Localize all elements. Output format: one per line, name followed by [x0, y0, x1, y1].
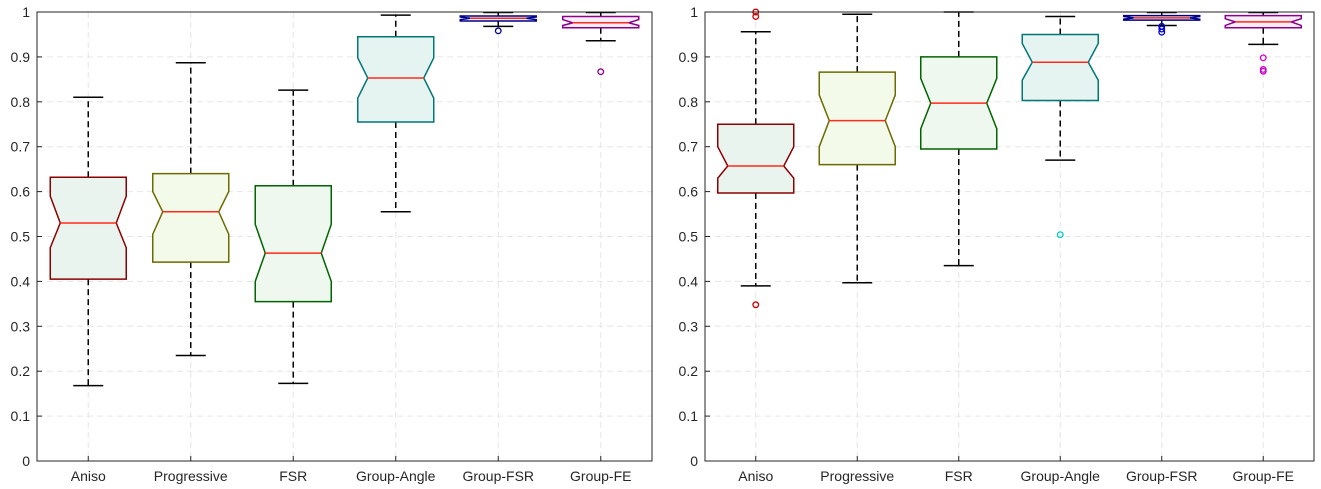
box-aniso: [49, 96, 127, 387]
x-tick-label: FSR: [945, 468, 973, 484]
box-progressive: [818, 13, 896, 284]
box-body: [1021, 33, 1099, 102]
outlier-point: [1158, 25, 1166, 33]
outlier-point: [597, 68, 605, 76]
outlier-point: [752, 13, 760, 20]
y-tick-label: 0.3: [11, 318, 31, 334]
y-tick-label: 0.6: [679, 184, 699, 200]
box-body: [152, 172, 230, 263]
x-tick-label: Group-Angle: [1021, 468, 1101, 484]
outlier-point: [752, 301, 760, 309]
x-tick-label: FSR: [279, 468, 307, 484]
x-tick-label: Group-FE: [570, 468, 631, 484]
box-group-angle: [357, 14, 435, 213]
x-tick-label: Progressive: [820, 468, 894, 484]
box-group-angle: [1021, 15, 1099, 239]
y-tick-label: 0.5: [679, 229, 699, 245]
outlier-point: [1259, 66, 1267, 73]
outlier-point: [1158, 22, 1166, 30]
y-tick-label: 0.7: [11, 139, 31, 155]
x-tick-label: Group-FSR: [1126, 468, 1198, 484]
y-tick-label: 0.1: [11, 408, 31, 424]
right-boxplot-panel: 0 0.1 0.2 0.3 0.4 0.5 0.6 0.7 0.8 0.9 1 Aniso Progre…: [679, 4, 1315, 484]
x-tick-label: Progressive: [154, 468, 228, 484]
y-tick-label: 0.8: [11, 94, 31, 110]
box-body: [357, 35, 435, 123]
box-body: [717, 123, 795, 194]
y-tick-label: 0: [690, 453, 698, 469]
x-tick-label: Group-Angle: [356, 468, 436, 484]
y-tick-label: 0.4: [11, 273, 31, 289]
box-group-fsr: [1123, 11, 1201, 36]
y-tick-label: 0.7: [679, 139, 699, 155]
x-tick-label: Aniso: [738, 468, 773, 484]
box-body: [254, 185, 332, 303]
x-tick-label: Aniso: [71, 468, 106, 484]
y-tick-label: 0.9: [11, 49, 31, 65]
y-tick-label: 0.9: [679, 49, 699, 65]
x-tick-label: Group-FSR: [462, 468, 534, 484]
left-boxplot-panel: 0 0.1 0.2 0.3 0.4 0.5 0.6 0.7 0.8 0.9 1 Aniso Progre…: [11, 4, 653, 484]
outlier-point: [1259, 54, 1267, 62]
box-body: [818, 71, 896, 166]
axes-frame: [36, 11, 653, 462]
box-body: [49, 176, 127, 280]
y-tick-label: 0.1: [679, 408, 699, 424]
y-tick-label: 0.5: [11, 229, 31, 245]
y-tick-label: 0: [22, 453, 30, 469]
box-group-fsr: [459, 11, 537, 35]
axes-frame: [704, 11, 1315, 462]
box-progressive: [152, 61, 230, 357]
box-fsr: [254, 89, 332, 385]
y-tick-label: 0.8: [679, 94, 699, 110]
box-aniso: [717, 8, 795, 309]
y-tick-label: 0.4: [679, 273, 699, 289]
y-tick-label: 0.3: [679, 318, 699, 334]
y-tick-label: 0.2: [11, 363, 31, 379]
y-tick-label: 1: [22, 4, 30, 20]
outlier-point: [1056, 231, 1064, 239]
x-tick-label: Group-FE: [1233, 468, 1294, 484]
outlier-point: [494, 27, 502, 35]
y-tick-label: 1: [690, 4, 698, 20]
y-tick-label: 0.2: [679, 363, 699, 379]
y-tick-label: 0.6: [11, 184, 31, 200]
